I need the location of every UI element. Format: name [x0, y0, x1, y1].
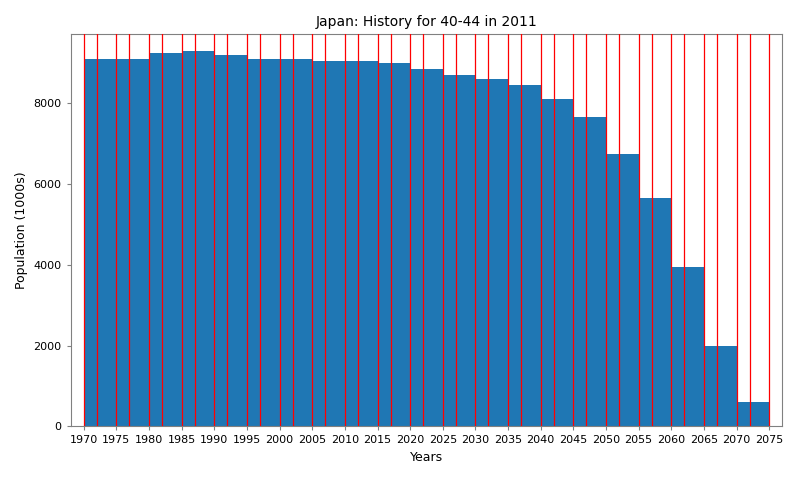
- Bar: [606, 154, 638, 426]
- Bar: [280, 58, 312, 426]
- Bar: [149, 53, 182, 426]
- Bar: [247, 58, 280, 426]
- Y-axis label: Population (1000s): Population (1000s): [15, 171, 28, 289]
- Bar: [214, 55, 247, 426]
- Bar: [182, 50, 214, 426]
- Bar: [84, 58, 117, 426]
- Bar: [541, 99, 574, 426]
- Bar: [117, 58, 149, 426]
- X-axis label: Years: Years: [410, 451, 443, 464]
- Bar: [737, 402, 769, 426]
- Bar: [638, 198, 671, 426]
- Bar: [345, 61, 378, 426]
- Bar: [378, 63, 410, 426]
- Bar: [312, 61, 345, 426]
- Bar: [442, 75, 475, 426]
- Bar: [671, 267, 704, 426]
- Bar: [704, 345, 737, 426]
- Bar: [475, 79, 508, 426]
- Bar: [410, 68, 442, 426]
- Bar: [508, 85, 541, 426]
- Title: Japan: History for 40-44 in 2011: Japan: History for 40-44 in 2011: [316, 15, 538, 29]
- Bar: [574, 117, 606, 426]
